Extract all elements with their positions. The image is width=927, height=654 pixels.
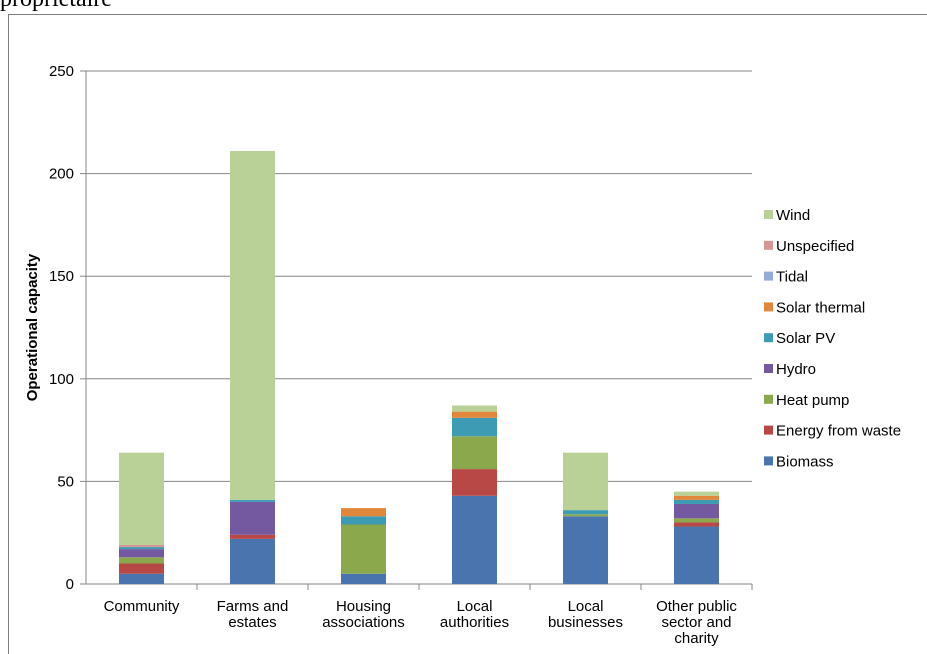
x-category-label: associations	[322, 614, 405, 631]
legend-label: Heat pump	[776, 392, 849, 409]
x-category-label: charity	[674, 630, 719, 647]
bar-segment-biomass	[674, 526, 719, 584]
bar-segment-heat-pump	[674, 518, 719, 523]
bar-segment-solar-pv	[119, 547, 164, 550]
legend-swatch-energy-from-waste	[764, 425, 773, 435]
y-tick-label: 0	[66, 576, 74, 593]
legend-label: Unspecified	[776, 238, 854, 255]
legend-swatch-wind	[764, 210, 773, 219]
bar-segment-solar-pv	[452, 417, 497, 437]
legend-label: Biomass	[776, 453, 834, 470]
x-category-label: Local	[457, 598, 493, 615]
bar-segment-biomass	[563, 516, 608, 584]
legend-swatch-tidal	[764, 271, 773, 281]
legend-swatch-unspecified	[764, 240, 773, 250]
bar-segment-heat-pump	[119, 557, 164, 564]
bar-segment-hydro	[119, 549, 164, 558]
legend-swatch-solar-pv	[764, 333, 773, 343]
bar-segment-heat-pump	[563, 514, 608, 517]
y-tick-label: 200	[49, 166, 74, 183]
bar-segment-heat-pump	[452, 436, 497, 470]
y-tick-label: 100	[49, 371, 74, 388]
bar-segment-wind	[119, 452, 164, 546]
legend-label: Solar PV	[776, 330, 835, 347]
legend-swatch-solar-thermal	[764, 302, 773, 312]
bar-segment-solar-thermal	[341, 508, 386, 517]
bar-segment-biomass	[341, 573, 386, 584]
bar-segment-biomass	[452, 495, 497, 584]
legend-label: Energy from waste	[776, 423, 901, 440]
x-category-label: Local	[568, 598, 604, 615]
chart-frame	[8, 14, 927, 654]
bar-segment-wind	[452, 405, 497, 412]
bar-segment-energy-from-waste	[230, 534, 275, 539]
y-tick-label: 150	[49, 268, 74, 285]
header-text: propriétaire	[0, 0, 112, 13]
bar-segment-heat-pump	[341, 524, 386, 574]
bar-segment-solar-thermal	[674, 495, 719, 500]
bar-segment-solar-thermal	[452, 411, 497, 418]
legend-label: Hydro	[776, 361, 816, 378]
bar-segment-solar-pv	[563, 510, 608, 515]
legend-label: Tidal	[776, 269, 808, 286]
legend-label: Solar thermal	[776, 299, 865, 316]
bar-segment-solar-pv	[674, 499, 719, 504]
bar-segment-solar-pv	[230, 499, 275, 502]
bar-segment-biomass	[230, 538, 275, 584]
x-category-label: businesses	[548, 614, 623, 631]
x-category-label: Housing	[336, 598, 391, 615]
x-category-label: estates	[228, 614, 276, 631]
bar-segment-biomass	[119, 573, 164, 584]
bar-segment-wind	[674, 491, 719, 496]
bar-segment-energy-from-waste	[674, 522, 719, 527]
y-tick-label: 250	[49, 63, 74, 80]
bar-segment-energy-from-waste	[452, 469, 497, 496]
bar-segment-unspecified	[119, 545, 164, 548]
bar-segment-hydro	[230, 501, 275, 535]
legend-swatch-biomass	[764, 456, 773, 466]
bar-segment-wind	[230, 151, 275, 500]
y-tick-label: 50	[57, 473, 74, 490]
legend-swatch-heat-pump	[764, 394, 773, 404]
legend-swatch-hydro	[764, 364, 773, 373]
x-category-label: Community	[104, 598, 180, 615]
x-category-label: authorities	[440, 614, 509, 631]
y-axis-label: Operational capacity	[24, 253, 41, 401]
bar-segment-hydro	[674, 503, 719, 519]
bar-segment-energy-from-waste	[119, 563, 164, 574]
x-category-label: Other public	[656, 598, 737, 615]
bar-segment-solar-pv	[341, 516, 386, 525]
bar-segment-wind	[563, 452, 608, 511]
legend-label: Wind	[776, 207, 810, 224]
x-category-label: Farms and	[217, 598, 289, 615]
x-category-label: sector and	[661, 614, 731, 631]
